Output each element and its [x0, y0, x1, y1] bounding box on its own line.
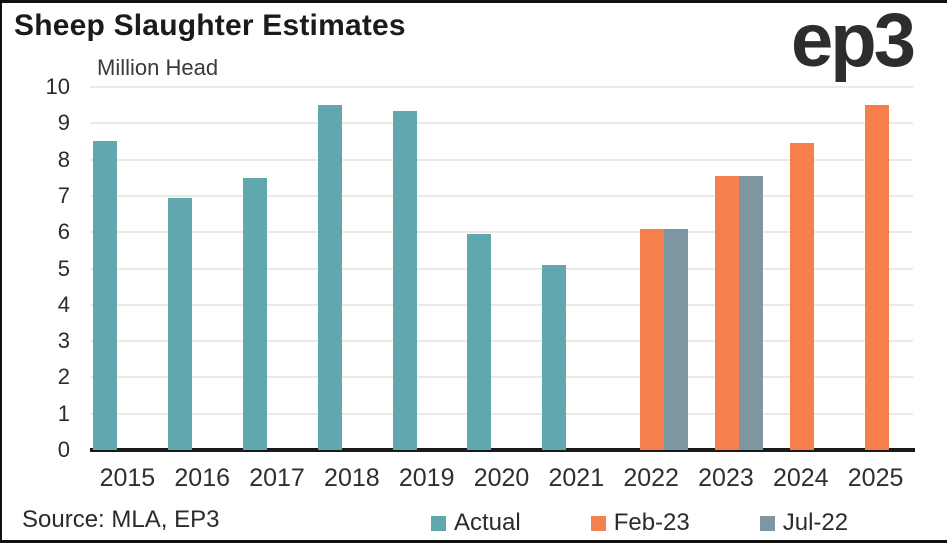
x-tick-label-2021: 2021 — [548, 464, 605, 492]
bar-actual-2019[interactable] — [392, 110, 417, 450]
x-tick-label-2023: 2023 — [698, 464, 754, 492]
legend-swatch-jul-22 — [759, 515, 775, 531]
gridline-y-9 — [90, 122, 913, 125]
gridline-y-3 — [90, 340, 913, 343]
bar-actual-2016[interactable] — [168, 197, 193, 450]
bar-feb-23-2023[interactable] — [715, 175, 740, 450]
bar-feb-23-2025[interactable] — [864, 105, 889, 450]
x-tick-label-2020: 2020 — [473, 464, 530, 492]
y-tick-label-9: 9 — [57, 110, 70, 136]
y-tick-label-0: 0 — [57, 437, 70, 462]
ep3-logo: ep3 — [791, 0, 916, 83]
gridline-y-6 — [90, 231, 913, 234]
x-tick-label-2022: 2022 — [623, 464, 679, 492]
legend-label-jul-22: Jul-22 — [782, 509, 849, 536]
x-axis-line — [90, 448, 915, 452]
plot-area: 0 1 2 3 4 5 6 7 8 9 10 2015 2016 2017 2018 2019 2020 2021… — [46, 74, 915, 492]
x-tick-label-2015: 2015 — [99, 464, 156, 492]
gridline-y-2 — [90, 376, 913, 379]
chart-title: Sheep Slaughter Estimates — [14, 9, 406, 42]
source-note: Source: MLA, EP3 — [22, 506, 220, 533]
legend: Actual Feb-23 Jul-22 — [431, 509, 848, 537]
y-tick-label-7: 7 — [57, 182, 70, 208]
x-tick-label-2018: 2018 — [324, 464, 380, 492]
x-tick-label-2024: 2024 — [772, 464, 829, 492]
y-tick-label-2: 2 — [57, 364, 70, 390]
legend-label-actual: Actual — [454, 509, 521, 536]
legend-label-feb-23: Feb-23 — [613, 509, 690, 536]
y-tick-label-3: 3 — [57, 328, 70, 354]
x-tick-label-2019: 2019 — [398, 464, 455, 492]
bar-feb-23-2022[interactable] — [640, 228, 665, 450]
gridline-y-5 — [90, 267, 913, 270]
bar-actual-2015[interactable] — [93, 141, 118, 450]
legend-item-actual[interactable]: Actual — [431, 509, 521, 537]
y-tick-label-4: 4 — [57, 291, 70, 317]
legend-item-jul-22[interactable]: Jul-22 — [759, 509, 849, 537]
gridline-y-8 — [90, 158, 913, 161]
gridline-y-4 — [90, 303, 913, 306]
bar-jul-22-2023[interactable] — [739, 175, 763, 450]
x-tick-label-2016: 2016 — [174, 464, 231, 492]
legend-item-feb-23[interactable]: Feb-23 — [590, 509, 690, 537]
y-tick-label-5: 5 — [57, 255, 70, 281]
y-axis-unit-label: Million Head — [97, 55, 219, 80]
y-tick-label-6: 6 — [57, 219, 70, 245]
legend-swatch-feb-23 — [590, 515, 606, 531]
bar-actual-2017[interactable] — [243, 177, 267, 450]
x-tick-label-2017: 2017 — [249, 464, 305, 492]
bar-feb-23-2024[interactable] — [789, 143, 814, 450]
gridline-y-7 — [90, 194, 913, 197]
y-tick-label-8: 8 — [57, 146, 70, 172]
y-tick-label-10: 10 — [45, 74, 70, 99]
x-tick-label-2025: 2025 — [847, 464, 904, 492]
bar-jul-22-2022[interactable] — [664, 228, 689, 450]
gridline-y-10 — [90, 86, 913, 88]
bar-actual-2021[interactable] — [542, 264, 567, 450]
bar-actual-2018[interactable] — [317, 105, 342, 450]
gridline-y-1 — [90, 412, 913, 415]
y-tick-label-1: 1 — [57, 400, 70, 426]
legend-swatch-actual — [431, 515, 446, 531]
bar-actual-2020[interactable] — [467, 234, 492, 450]
